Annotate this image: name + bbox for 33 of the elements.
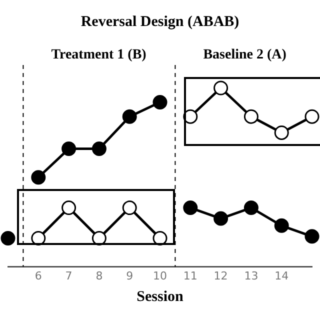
x-tick-label: 9	[126, 269, 134, 282]
point	[62, 200, 76, 216]
point	[274, 125, 289, 140]
x-tick-label: 10	[153, 269, 167, 282]
point	[214, 80, 228, 96]
point	[92, 230, 106, 246]
ref-line-label: Treatment 1 (B)	[51, 48, 147, 63]
point	[0, 230, 16, 246]
point	[152, 230, 168, 246]
point	[304, 109, 320, 124]
point	[62, 142, 76, 156]
point	[214, 211, 228, 226]
point	[244, 109, 258, 124]
point	[122, 200, 137, 216]
chart-title: Reversal Design (ABAB)	[80, 14, 240, 30]
point	[152, 95, 168, 110]
ref-line-label: Baseline 2 (A)	[203, 48, 287, 63]
x-tick-label: 7	[65, 269, 72, 282]
point	[92, 142, 106, 156]
x-tick-label: 6	[34, 269, 42, 282]
x-tick-label: 14	[274, 269, 289, 282]
point	[31, 230, 46, 246]
point	[244, 200, 258, 216]
point	[183, 200, 198, 216]
point	[274, 218, 289, 233]
x-tick-label: 12	[214, 269, 228, 282]
point	[31, 170, 46, 185]
x-tick-label: 11	[183, 269, 198, 282]
x-axis-title: Session	[136, 288, 184, 305]
point	[304, 229, 320, 244]
x-tick-label: 13	[244, 269, 258, 282]
point	[122, 109, 137, 124]
x-tick-label: 8	[96, 269, 103, 282]
